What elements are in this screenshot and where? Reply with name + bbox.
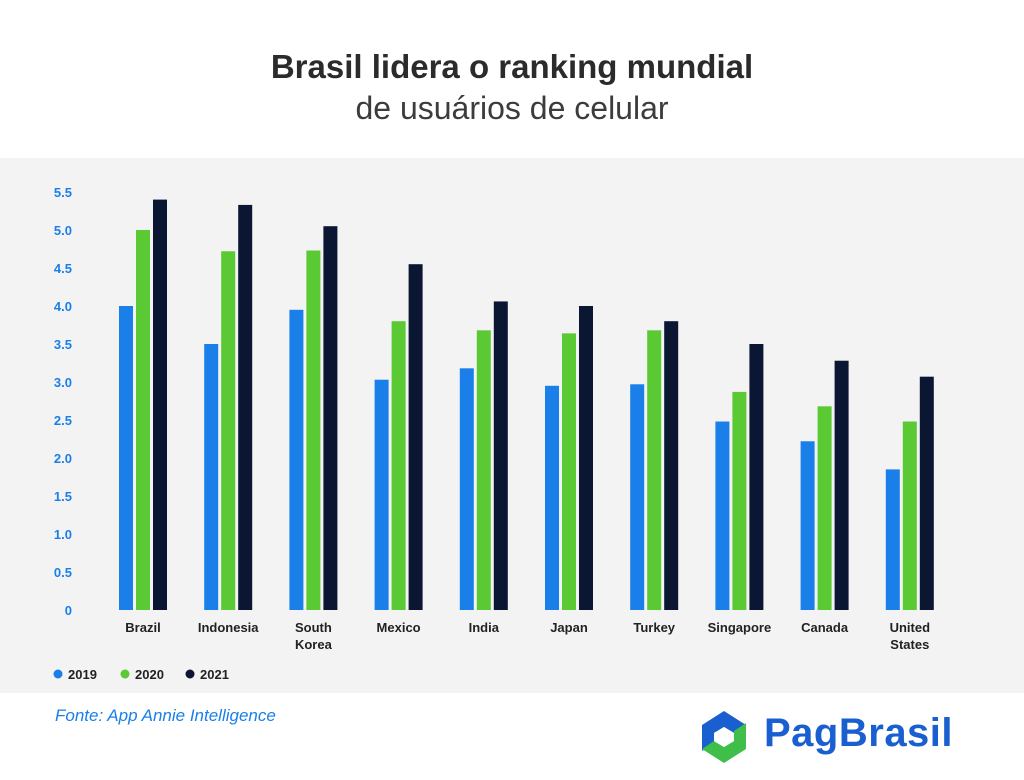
x-tick-label: Brazil (125, 620, 160, 635)
y-tick-label: 4.5 (54, 261, 72, 276)
y-tick-label: 3.5 (54, 337, 72, 352)
bar-2021 (238, 204, 253, 611)
bar-2020 (136, 230, 150, 610)
bar-2019 (459, 368, 474, 610)
x-tick-label: States (890, 637, 929, 652)
x-tick-label: Korea (295, 637, 333, 652)
x-tick-label: Mexico (377, 620, 421, 635)
y-tick-label: 5.0 (54, 223, 72, 238)
bar-2020 (902, 421, 917, 610)
bar-2021 (834, 360, 849, 610)
bar-2019 (715, 421, 730, 610)
x-tick-label: Turkey (633, 620, 675, 635)
bar-2021 (919, 376, 934, 610)
y-tick-label: 0.5 (54, 565, 72, 580)
legend-marker-2020 (120, 669, 130, 679)
legend-label: 2020 (135, 667, 164, 682)
bar-2021 (493, 301, 508, 610)
bar-2019 (630, 384, 645, 610)
brand-logo: PagBrasil (694, 707, 974, 767)
y-tick-label: 0 (65, 603, 72, 618)
bar-2020 (391, 321, 406, 610)
y-tick-label: 1.5 (54, 489, 72, 504)
bar-2021 (579, 306, 593, 610)
bar-2021 (408, 264, 423, 610)
bar-2019 (374, 379, 389, 610)
legend-marker-2021 (185, 669, 195, 679)
header: Brasil lidera o ranking mundial de usuár… (0, 46, 1024, 128)
bar-2020 (732, 391, 747, 610)
y-tick-label: 5.5 (54, 185, 72, 200)
bar-2019 (545, 385, 559, 610)
bar-2019 (800, 441, 815, 610)
bar-2021 (749, 344, 764, 610)
pagbrasil-logo-icon (702, 711, 746, 763)
legend-label: 2019 (68, 667, 97, 682)
bar-2020 (817, 406, 832, 610)
y-tick-label: 2.0 (54, 451, 72, 466)
y-tick-label: 2.5 (54, 413, 72, 428)
bar-2019 (885, 469, 900, 610)
chart-subtitle: de usuários de celular (355, 90, 669, 126)
y-tick-label: 4.0 (54, 299, 72, 314)
bar-2020 (221, 251, 236, 610)
bar-2021 (153, 199, 167, 610)
legend-label: 2021 (200, 667, 229, 682)
x-tick-label: United (890, 620, 931, 635)
bar-2019 (204, 344, 219, 610)
y-tick-label: 3.0 (54, 375, 72, 390)
x-tick-label: Singapore (708, 620, 772, 635)
bar-2021 (664, 321, 679, 610)
chart-title: Brasil lidera o ranking mundial (270, 48, 754, 85)
x-tick-label: Indonesia (198, 620, 259, 635)
bar-2020 (562, 333, 576, 610)
legend-marker-2019 (53, 669, 63, 679)
bar-2019 (289, 309, 304, 610)
brand-name: PagBrasil (764, 711, 954, 755)
bar-2020 (306, 250, 321, 610)
bar-2021 (323, 226, 338, 610)
x-tick-label: South (295, 620, 332, 635)
x-tick-label: Japan (550, 620, 588, 635)
bar-2020 (647, 330, 662, 610)
x-tick-label: India (469, 620, 500, 635)
source-note: Fonte: App Annie Intelligence (55, 706, 276, 725)
x-tick-label: Canada (801, 620, 849, 635)
bar-2020 (476, 330, 491, 610)
y-tick-label: 1.0 (54, 527, 72, 542)
bar-2019 (119, 306, 133, 610)
chart-panel (0, 158, 1024, 693)
